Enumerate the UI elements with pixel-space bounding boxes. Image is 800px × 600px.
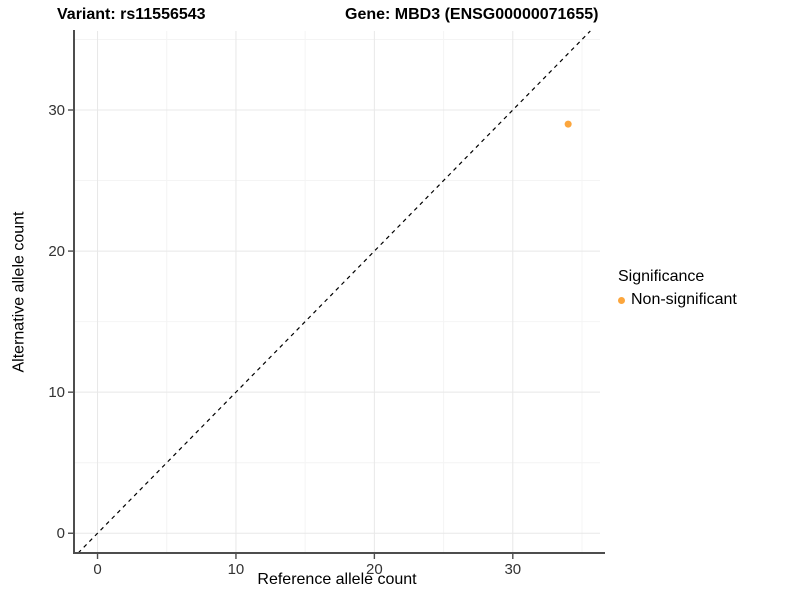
x-tick-label: 30 xyxy=(504,561,521,578)
y-tick-label: 30 xyxy=(48,102,65,119)
data-point xyxy=(564,120,572,128)
y-tick-label: 10 xyxy=(48,384,65,401)
legend-key-dot xyxy=(618,296,625,304)
y-tick-label: 0 xyxy=(57,525,65,542)
legend-item-non-significant: Non-significant xyxy=(618,291,737,309)
legend: Significance Non-significant xyxy=(618,268,737,309)
x-tick-label: 10 xyxy=(228,561,245,578)
legend-title: Significance xyxy=(618,268,705,285)
y-tick-label: 20 xyxy=(48,243,65,260)
x-tick-label: 20 xyxy=(366,561,383,578)
x-tick-label: 0 xyxy=(93,561,101,578)
plot-title-variant: Variant: rs11556543 xyxy=(57,6,206,23)
y-axis-title: Alternative allele count xyxy=(10,211,28,373)
plot-title-gene: Gene: MBD3 (ENSG00000071655) xyxy=(345,6,599,23)
y-axis-title-wrap: Alternative allele count xyxy=(8,31,30,553)
legend-item-label: Non-significant xyxy=(631,291,737,308)
identity-line xyxy=(77,30,591,554)
x-axis-title: Reference allele count xyxy=(257,571,417,588)
